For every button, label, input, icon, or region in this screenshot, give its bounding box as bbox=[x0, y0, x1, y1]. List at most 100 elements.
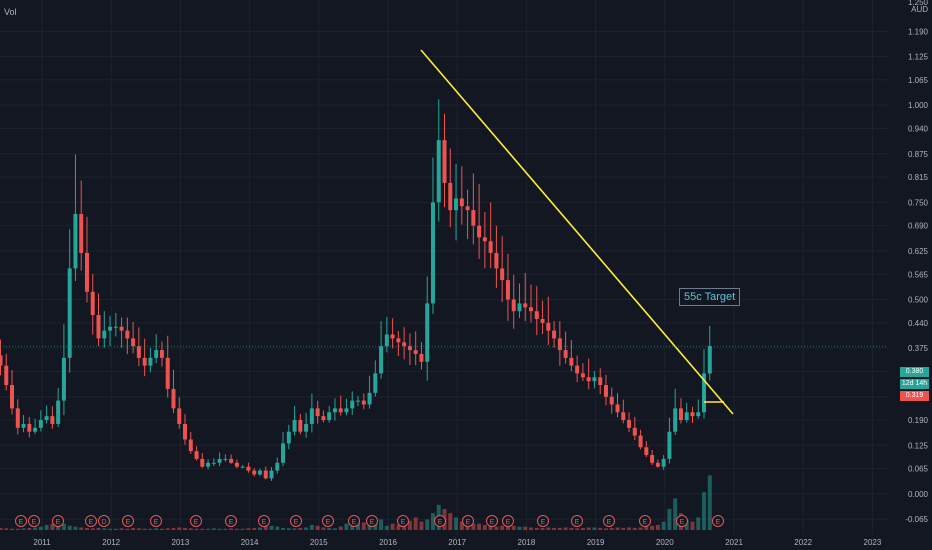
event-marker: E bbox=[28, 515, 40, 527]
candle-body bbox=[344, 408, 349, 413]
volume-bar bbox=[90, 528, 95, 530]
candle-body bbox=[367, 392, 372, 405]
candle-body bbox=[655, 462, 660, 467]
y-tick-label: 1.065 bbox=[908, 76, 929, 85]
volume-bar bbox=[217, 528, 222, 530]
event-circle bbox=[122, 515, 134, 527]
event-letter: E bbox=[89, 519, 94, 526]
event-letter: E bbox=[32, 519, 37, 526]
candle-body bbox=[661, 458, 666, 467]
candle-body bbox=[580, 373, 585, 378]
volume-bar bbox=[592, 527, 597, 530]
volume-bar bbox=[655, 524, 660, 530]
volume-bar bbox=[454, 517, 459, 530]
x-tick-label: 2019 bbox=[587, 538, 605, 547]
candle-body bbox=[309, 408, 314, 424]
candle-body bbox=[534, 311, 539, 319]
candle-body bbox=[517, 303, 522, 312]
candle-body bbox=[379, 346, 384, 374]
candle-body bbox=[223, 458, 228, 460]
event-marker: E bbox=[502, 515, 514, 527]
x-tick-label: 2020 bbox=[656, 538, 674, 547]
candle-body bbox=[603, 385, 608, 397]
candle-body bbox=[171, 388, 176, 409]
candle-body bbox=[50, 416, 55, 424]
volume-bar bbox=[396, 524, 401, 530]
event-circle bbox=[15, 515, 27, 527]
candle-body bbox=[621, 412, 626, 421]
event-circle bbox=[502, 515, 514, 527]
event-marker: E bbox=[537, 515, 549, 527]
event-circle bbox=[150, 515, 162, 527]
volume-bar bbox=[373, 523, 378, 530]
candle-body bbox=[557, 338, 562, 351]
event-marker: E bbox=[486, 515, 498, 527]
candle-body bbox=[356, 400, 361, 402]
volume-bar bbox=[223, 528, 228, 530]
candle-body bbox=[482, 237, 487, 242]
candle-body bbox=[361, 400, 366, 405]
volume-bar bbox=[108, 528, 113, 530]
candle-body bbox=[667, 431, 672, 459]
volume-bar bbox=[338, 526, 343, 530]
candle-body bbox=[592, 377, 597, 382]
candle-body bbox=[206, 462, 211, 467]
volume-bar bbox=[505, 524, 510, 530]
volume-bar bbox=[165, 528, 170, 530]
y-tick-label: 0.815 bbox=[908, 173, 929, 182]
event-circle bbox=[571, 515, 583, 527]
time-axis[interactable]: 2011 2012 2013 2014 2015 2016 2017 2018 2019 2020… bbox=[33, 538, 881, 547]
volume-bar bbox=[21, 528, 26, 530]
candle-body bbox=[505, 280, 510, 300]
event-marker: E bbox=[225, 515, 237, 527]
volume-bar bbox=[4, 528, 9, 530]
candle-body bbox=[488, 241, 493, 253]
event-letter: E bbox=[506, 519, 511, 526]
candle-body bbox=[511, 299, 516, 312]
volume-bar bbox=[315, 525, 320, 530]
event-circle bbox=[348, 515, 360, 527]
candle-body bbox=[292, 420, 297, 432]
volume-bar bbox=[194, 528, 199, 530]
volume-bar bbox=[67, 525, 72, 530]
volume-bar bbox=[356, 521, 361, 530]
volume-bar bbox=[148, 528, 153, 530]
y-tick-label: -0.065 bbox=[905, 515, 928, 524]
candle-body bbox=[707, 346, 712, 374]
candle-body bbox=[632, 427, 637, 436]
candle-body bbox=[90, 291, 95, 316]
candle-body bbox=[56, 400, 61, 424]
volume-bar bbox=[73, 526, 78, 530]
volume-bar bbox=[96, 527, 101, 530]
event-marker: E bbox=[397, 515, 409, 527]
y-tick-label: 0.875 bbox=[908, 150, 929, 159]
event-letter: E bbox=[56, 519, 61, 526]
event-letter: E bbox=[154, 519, 159, 526]
event-letter: E bbox=[643, 519, 648, 526]
volume-bar bbox=[344, 523, 349, 530]
candle-body bbox=[609, 396, 614, 405]
event-letter: E bbox=[370, 519, 375, 526]
candle-body bbox=[165, 357, 170, 389]
event-marker: E bbox=[712, 515, 724, 527]
y-tick-label: 0.375 bbox=[908, 344, 929, 353]
event-letter: D bbox=[101, 519, 106, 526]
candle-body bbox=[281, 443, 286, 463]
volume-bar bbox=[44, 524, 49, 530]
volume-bar bbox=[171, 527, 176, 530]
candle-body bbox=[586, 377, 591, 382]
candle-body bbox=[131, 338, 136, 347]
candle-body bbox=[338, 408, 343, 413]
y-tick-label: 0.940 bbox=[908, 125, 929, 134]
volume-bar bbox=[482, 524, 487, 530]
candle-body bbox=[269, 470, 274, 479]
x-tick-label: 2018 bbox=[518, 538, 536, 547]
candle-body bbox=[529, 307, 534, 312]
event-letter: E bbox=[194, 519, 199, 526]
candle-body bbox=[436, 140, 441, 203]
target-annotation[interactable]: 55c Target bbox=[679, 288, 741, 306]
volume-bar bbox=[615, 527, 620, 530]
event-marker: E bbox=[290, 515, 302, 527]
event-letter: E bbox=[352, 519, 357, 526]
